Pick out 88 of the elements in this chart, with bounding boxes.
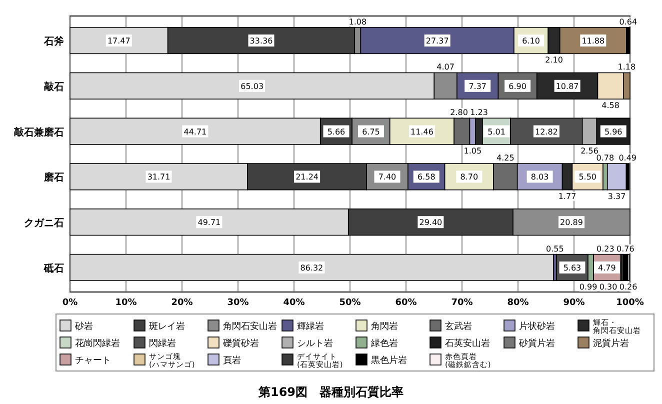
legend-label: 砂質片岩 — [518, 338, 555, 349]
data-label: 7.40 — [378, 172, 396, 182]
data-label: 4.58 — [602, 101, 620, 110]
x-tick-label: 60% — [395, 298, 417, 308]
x-tick-label: 0% — [62, 298, 78, 308]
data-label: 0.78 — [596, 154, 614, 163]
x-tick-label: 40% — [283, 298, 305, 308]
data-label: 31.71 — [147, 172, 170, 182]
data-label: 5.01 — [488, 127, 506, 136]
data-label: 12.82 — [534, 127, 558, 136]
legend-label: 花崗閃緑岩 — [75, 338, 120, 349]
data-label: 0.99 — [579, 282, 598, 292]
data-label: 5.50 — [578, 172, 597, 182]
data-label: 6.90 — [508, 82, 526, 91]
data-label: 29.40 — [419, 218, 442, 228]
legend-label: 頁岩 — [223, 355, 241, 366]
data-label: 10.87 — [556, 82, 579, 91]
data-label: 0.26 — [619, 282, 638, 292]
data-label: 20.89 — [560, 218, 583, 228]
data-label: 5.66 — [327, 127, 346, 136]
data-label: 8.70 — [460, 172, 478, 182]
y-tick-label: 磨石 — [43, 172, 64, 184]
data-label: 4.07 — [436, 62, 454, 72]
y-tick-label: 敲石 — [44, 80, 64, 93]
legend-label: チャート — [75, 356, 111, 366]
data-label: 17.47 — [107, 36, 130, 46]
data-label: 2.10 — [545, 56, 563, 65]
x-tick-label: 30% — [227, 298, 249, 308]
data-label: 65.03 — [240, 82, 264, 91]
y-tick-label: 砥石 — [43, 262, 64, 274]
data-label: 1.08 — [348, 17, 367, 26]
x-tick-label: 80% — [507, 298, 529, 308]
data-label: 86.32 — [300, 263, 324, 272]
legend-label: 角閃石安山岩 — [223, 321, 277, 332]
legend-label: 石英安山岩 — [445, 338, 490, 349]
data-label: 27.37 — [426, 36, 449, 46]
data-label: 49.71 — [198, 218, 221, 228]
data-label: 11.46 — [410, 127, 434, 136]
legend-label: 泥質片岩 — [593, 338, 629, 349]
legend-label: 玄武岩 — [445, 321, 472, 332]
data-label: 0.55 — [546, 244, 564, 254]
data-label: 0.64 — [619, 17, 638, 26]
data-label: 0.30 — [599, 282, 618, 292]
data-label: 5.63 — [563, 263, 582, 272]
data-label: 0.49 — [618, 154, 637, 163]
y-tick-label: 敲石兼磨石 — [14, 126, 64, 138]
data-label: 33.36 — [250, 36, 273, 46]
legend-label: 角閃岩 — [371, 321, 398, 332]
x-tick-label: 10% — [115, 298, 137, 308]
data-label: 2.56 — [580, 146, 598, 156]
data-label: 6.75 — [362, 127, 380, 136]
data-label: 4.79 — [598, 263, 616, 272]
legend-label: 緑色岩 — [370, 338, 398, 349]
y-tick-label: クガニ石 — [24, 218, 64, 230]
x-tick-label: 20% — [171, 298, 193, 308]
data-label: 44.71 — [184, 127, 207, 136]
y-tick-label: 石斧 — [43, 36, 64, 48]
legend-label: 砂岩 — [74, 321, 93, 332]
data-label: 6.10 — [522, 36, 540, 46]
legend-label: 輝緑岩 — [297, 321, 324, 332]
text: 第169図 器種別石質比率 — [257, 385, 404, 399]
data-label: 1.05 — [464, 146, 482, 156]
x-tick-label: 100% — [616, 298, 644, 308]
data-label: 5.96 — [604, 127, 622, 136]
x-tick-label: 50% — [339, 298, 361, 308]
x-tick-label: 90% — [563, 298, 585, 308]
legend-label: 礫質砂岩 — [222, 338, 259, 349]
data-label: 3.37 — [608, 192, 626, 201]
data-label: 2.80 — [450, 108, 468, 118]
legend-label: 閃緑岩 — [149, 338, 176, 349]
data-label: 1.23 — [470, 108, 488, 118]
bar — [70, 254, 554, 282]
legend-label: シルト岩 — [297, 338, 333, 349]
data-label: 4.25 — [496, 154, 514, 163]
data-label: 21.24 — [296, 172, 318, 182]
data-label: 0.76 — [616, 244, 634, 254]
data-label: 1.18 — [618, 62, 636, 72]
x-tick-label: 70% — [451, 298, 473, 308]
data-label: 6.58 — [417, 172, 436, 182]
bar — [606, 163, 627, 190]
data-label: 7.37 — [468, 82, 486, 91]
legend-label: 片状砂岩 — [519, 321, 555, 332]
legend-label: 黒色片岩 — [371, 355, 407, 366]
data-label: 11.88 — [582, 36, 605, 46]
data-label: 1.77 — [558, 192, 576, 201]
data-label: 8.03 — [530, 172, 549, 182]
data-label: 0.23 — [596, 244, 614, 254]
legend-label: 斑レイ岩 — [149, 321, 185, 332]
